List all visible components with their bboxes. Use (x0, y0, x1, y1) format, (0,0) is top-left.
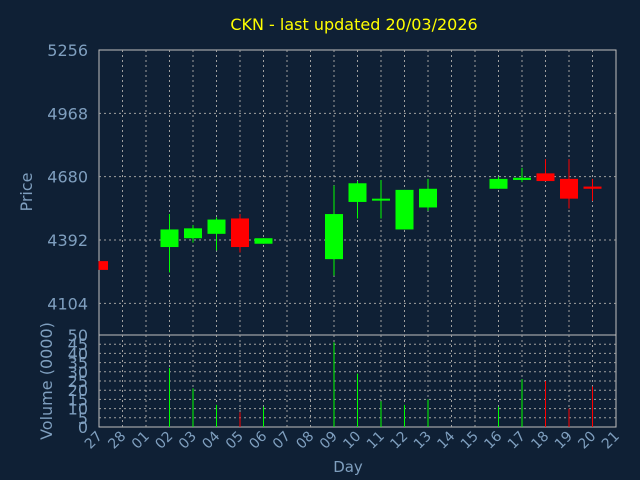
x-axis-label: Day (333, 458, 363, 476)
volume-bars (169, 342, 593, 427)
volume-tick-label: 35 (68, 354, 88, 373)
x-tick-label: 10 (340, 429, 364, 453)
chart-title: CKN - last updated 20/03/2026 (230, 15, 477, 34)
volume-axis-label: Volume (0000) (37, 322, 56, 440)
volume-tick-label: 20 (68, 381, 88, 400)
candle-body (372, 198, 390, 201)
candle-body (160, 229, 179, 248)
price-panel: 5256 4968 4680 4392 4104 (47, 41, 617, 336)
candle (348, 181, 367, 219)
x-tick-label: 03 (176, 429, 200, 453)
price-tick-labels: 5256 4968 4680 4392 4104 (47, 41, 88, 313)
price-tick-label: 4680 (47, 168, 88, 187)
candle (184, 225, 202, 243)
volume-tick-label: 5 (78, 409, 88, 428)
candles (98, 159, 602, 276)
price-tick-label: 4968 (47, 104, 88, 123)
price-axis-label: Price (17, 172, 36, 211)
candle-body (325, 214, 343, 260)
x-tick-label: 11 (364, 429, 388, 453)
candle (560, 159, 578, 209)
x-tick-label: 19 (552, 429, 576, 453)
candle-body (489, 178, 508, 189)
volume-tick-label: 25 (68, 372, 88, 391)
candle (372, 179, 390, 219)
candle (583, 178, 602, 201)
x-tick-label: 01 (129, 429, 153, 453)
candle (98, 261, 108, 270)
price-tick-label: 4392 (47, 231, 88, 250)
candle (231, 214, 249, 253)
candle-body (513, 177, 531, 180)
x-tick-label: 15 (458, 429, 482, 453)
x-tick-label: 12 (387, 429, 411, 453)
x-tick-label: 05 (223, 429, 247, 453)
candle-body (348, 183, 367, 202)
volume-tick-label: 0 (78, 418, 88, 437)
volume-tick-label: 45 (68, 335, 88, 354)
x-tick-label: 07 (270, 429, 294, 453)
candle-body (99, 261, 108, 270)
x-tick-label: 14 (434, 428, 458, 452)
x-tick-label: 20 (575, 429, 599, 453)
x-tick-labels: 27 28 01 02 03 04 05 06 07 08 09 10 11 12 13 14 15 16 17 18… (82, 428, 623, 452)
price-grid (99, 50, 616, 335)
candle-body (419, 188, 437, 208)
price-tick-label: 4104 (47, 294, 88, 313)
x-tick-label: 08 (293, 429, 317, 453)
volume-tick-label: 40 (68, 344, 88, 363)
x-tick-label: 16 (481, 428, 505, 452)
x-tick-label: 21 (599, 429, 623, 453)
candle-body (184, 228, 202, 239)
candle-body (254, 238, 273, 244)
candle (536, 159, 555, 182)
candle (513, 167, 531, 183)
x-tick-label: 18 (528, 429, 552, 453)
candle-body (536, 173, 555, 182)
candle (325, 185, 343, 276)
volume-tick-label: 30 (68, 363, 88, 382)
candle-body (560, 178, 578, 199)
candle-body (395, 189, 414, 230)
price-tick-label: 5256 (47, 41, 88, 60)
candle (489, 176, 508, 189)
candle (419, 178, 437, 211)
candle-body (207, 219, 226, 234)
volume-tick-label: 50 (68, 326, 88, 345)
volume-tick-label: 15 (68, 390, 88, 409)
candle (160, 214, 179, 273)
x-tick-label: 28 (105, 429, 129, 453)
x-tick-label: 09 (317, 429, 341, 453)
x-tick-label: 02 (152, 429, 176, 453)
candle (395, 189, 414, 230)
x-tick-label: 06 (246, 428, 270, 452)
x-tick-label: 13 (411, 429, 435, 453)
candle (207, 217, 226, 251)
x-tick-label: 17 (505, 429, 529, 453)
candle-body (583, 186, 602, 189)
candle (254, 238, 273, 244)
candle-body (231, 218, 249, 248)
x-tick-label: 04 (199, 428, 223, 452)
volume-tick-label: 10 (68, 400, 88, 419)
